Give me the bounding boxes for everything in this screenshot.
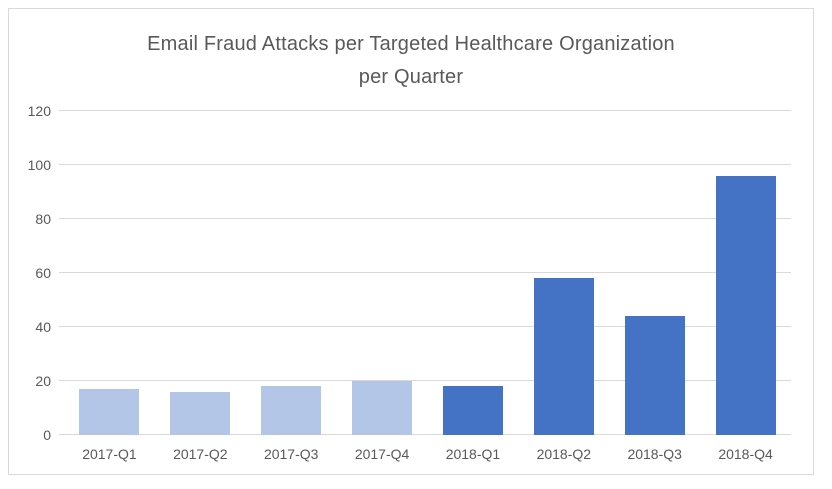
bar-2017-Q3 — [261, 386, 322, 435]
x-axis-label-2017-Q4: 2017-Q4 — [354, 446, 410, 462]
bar-2018-Q1 — [442, 386, 503, 435]
y-axis-tick-label-60: 60 — [35, 265, 51, 281]
chart-title-line-2: per Quarter — [358, 66, 464, 88]
bar-2018-Q3 — [624, 316, 685, 435]
y-axis-tick-label-20: 20 — [35, 373, 51, 389]
gridline-0 — [59, 434, 791, 435]
chart-title: Email Fraud Attacks per Targeted Healthc… — [9, 28, 813, 94]
bar-cell-2017-Q2 — [155, 111, 246, 435]
bar-cell-2018-Q3 — [609, 111, 700, 435]
y-axis-tick-label-40: 40 — [35, 319, 51, 335]
chart-frame: Email Fraud Attacks per Targeted Healthc… — [8, 8, 814, 475]
x-axis-label-2018-Q2: 2018-Q2 — [536, 446, 592, 462]
bars-row — [64, 111, 791, 435]
gridline-40 — [59, 326, 791, 327]
chart-title-line-1: Email Fraud Attacks per Targeted Healthc… — [147, 33, 675, 55]
bar-2017-Q2 — [170, 391, 231, 435]
bar-cell-2018-Q2 — [518, 111, 609, 435]
bar-cell-2018-Q1 — [428, 111, 519, 435]
gridline-20 — [59, 380, 791, 381]
y-axis-tick-label-120: 120 — [27, 103, 51, 119]
y-axis-tick-label-100: 100 — [27, 157, 51, 173]
bar-2017-Q1 — [79, 389, 140, 435]
gridline-60 — [59, 272, 791, 273]
y-axis-tick-label-0: 0 — [43, 427, 51, 443]
bar-2018-Q4 — [715, 175, 776, 435]
y-axis-tick-label-80: 80 — [35, 211, 51, 227]
x-axis-label-2018-Q4: 2018-Q4 — [718, 446, 773, 462]
x-axis-label-2018-Q3: 2018-Q3 — [627, 446, 682, 462]
x-axis: 2017-Q1 2017-Q2 2017-Q3 2017-Q4 2018-Q1 2018-… — [64, 446, 791, 463]
bar-cell-2017-Q1 — [64, 111, 155, 435]
x-axis-label-2018-Q1: 2018-Q1 — [445, 446, 501, 462]
gridline-80 — [59, 218, 791, 219]
y-axis: 0 20 40 60 80 100 120 — [9, 103, 51, 443]
bar-cell-2017-Q4 — [337, 111, 428, 435]
x-axis-label-2017-Q1: 2017-Q1 — [82, 446, 137, 462]
bar-2018-Q2 — [533, 278, 594, 435]
plot-area — [59, 110, 791, 435]
gridline-100 — [59, 164, 791, 165]
gridline-120 — [59, 110, 791, 111]
x-axis-label-2017-Q2: 2017-Q2 — [173, 446, 228, 462]
bar-cell-2018-Q4 — [700, 111, 791, 435]
bar-2017-Q4 — [352, 381, 413, 435]
bar-cell-2017-Q3 — [246, 111, 337, 435]
x-axis-label-2017-Q3: 2017-Q3 — [263, 446, 319, 462]
